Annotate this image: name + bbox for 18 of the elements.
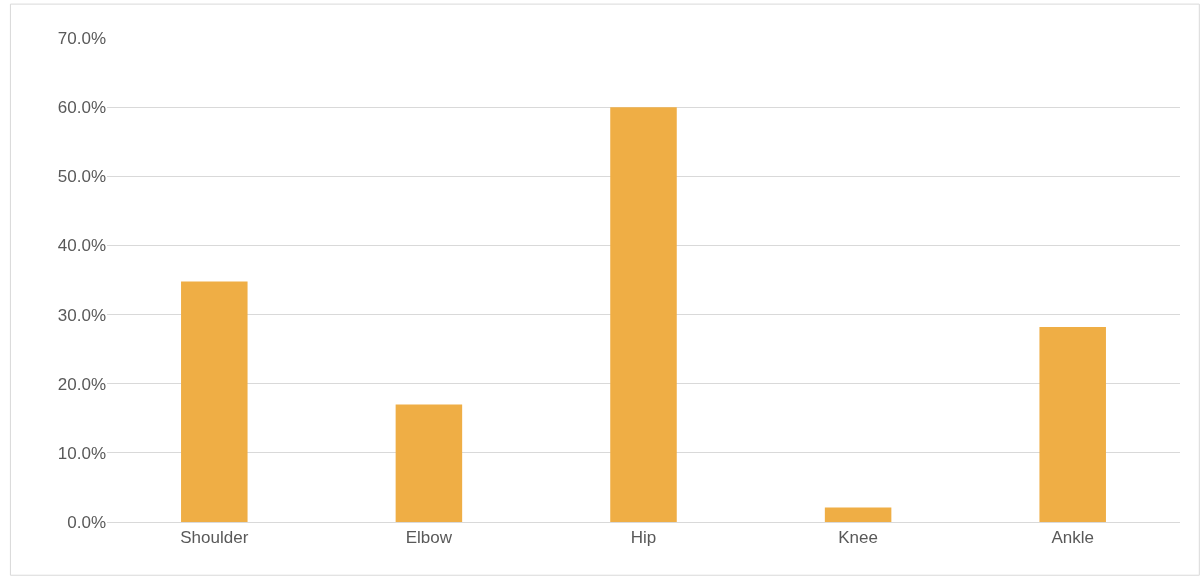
y-tick-label: 10.0% [57, 443, 106, 463]
x-tick-label: Elbow [405, 528, 453, 548]
bar [610, 107, 677, 522]
y-tick-label: 70.0% [57, 28, 106, 48]
y-tick-label: 20.0% [57, 374, 106, 394]
x-tick-label: Shoulder [180, 528, 249, 548]
y-tick-label: 0.0% [67, 512, 106, 532]
y-tick-label: 60.0% [57, 98, 106, 118]
bar [181, 281, 248, 522]
bar [1039, 327, 1106, 522]
x-tick-label: Knee [838, 528, 878, 548]
x-tick-label: Ankle [1051, 528, 1094, 548]
x-tick-label: Hip [630, 528, 657, 548]
bar [824, 507, 892, 522]
y-tick-label: 30.0% [57, 305, 106, 325]
bar [395, 404, 463, 522]
y-tick-label: 50.0% [57, 167, 106, 187]
y-tick-label: 40.0% [57, 236, 106, 256]
